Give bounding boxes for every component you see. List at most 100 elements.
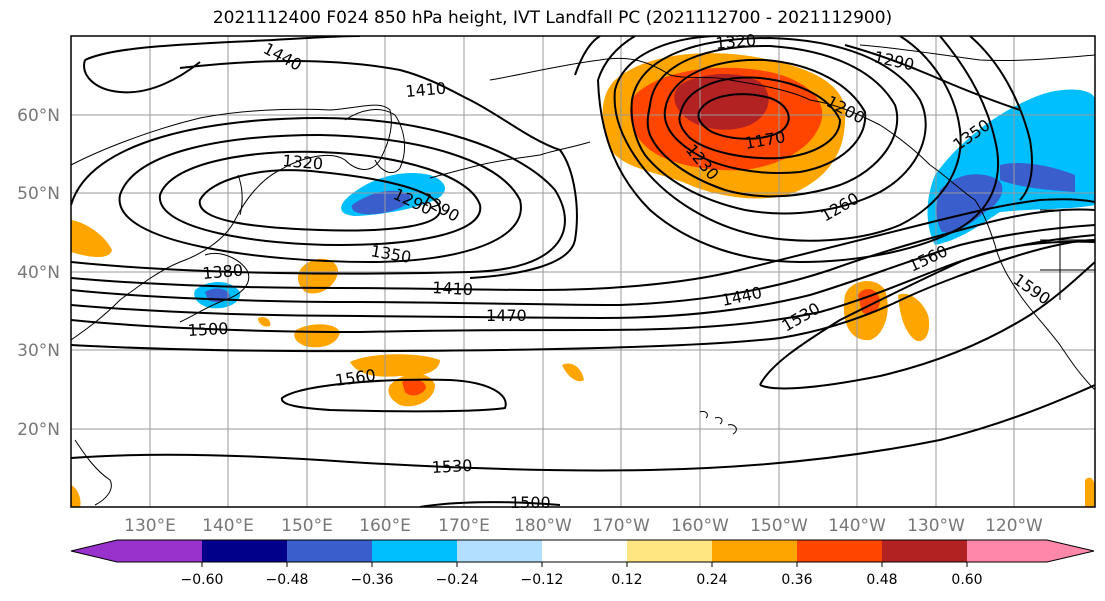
colorbar-bin	[457, 540, 542, 562]
contour-label: 1320	[715, 31, 757, 53]
map-title: 2021112400 F024 850 hPa height, IVT Land…	[212, 8, 893, 28]
lon-label: 140°W	[828, 516, 886, 536]
contour-1560-subtropic	[280, 378, 507, 413]
colorbar-outline	[70, 539, 1095, 563]
colorbar-tick-label: 0.12	[611, 572, 642, 588]
ivt-shading	[71, 53, 1095, 507]
colorbar-extend-max	[1047, 540, 1094, 562]
lat-label: 40°N	[17, 263, 60, 283]
contour-1200	[678, 76, 842, 160]
contour-1320-asia	[158, 150, 482, 247]
colorbar-tick-label: −0.24	[436, 572, 479, 588]
colorbar-tick-label: −0.12	[521, 572, 564, 588]
height-contours	[71, 36, 1095, 507]
colorbar-tick-label: 0.60	[951, 572, 982, 588]
colorbar-bin	[712, 540, 797, 562]
contour-1290-nbc	[844, 44, 1021, 111]
contour-1470-main	[71, 224, 1095, 320]
contour-1290-asia	[198, 169, 442, 232]
lon-label: 180°W	[514, 516, 572, 536]
ivt-positive-spot-9	[71, 220, 112, 257]
coast-canada-north	[859, 44, 1095, 62]
contour-1380-asia	[71, 116, 566, 275]
colorbar-bin	[882, 540, 967, 562]
coast-kamchatka	[344, 109, 406, 173]
contour-1530-subtropic	[71, 384, 1095, 472]
contour-label: 1530	[431, 456, 473, 477]
contour-1440-arctic	[83, 36, 361, 94]
coast-aleutians	[429, 141, 591, 179]
contour-1260	[646, 44, 899, 198]
contour-label: 1470	[486, 306, 527, 325]
colorbar-bin	[627, 540, 712, 562]
colorbar-bin	[287, 540, 372, 562]
colorbar-bin	[542, 540, 627, 562]
map-frame	[70, 35, 1096, 508]
colorbar-tick-label: 0.36	[781, 572, 812, 588]
contour-1350-asia	[118, 133, 522, 264]
colorbar-tick-label: −0.36	[351, 572, 394, 588]
ivt-negative-core-kuril	[351, 190, 411, 215]
colorbar-ticks	[201, 562, 968, 567]
lon-label: 170°W	[592, 516, 650, 536]
contour-1530-main	[71, 239, 1095, 353]
colorbar-tick-label: −0.60	[181, 572, 224, 588]
lat-label: 60°N	[17, 106, 60, 126]
contour-label: 1320	[282, 151, 324, 173]
colorbar: −0.60 −0.48 −0.36 −0.24 −0.12 0.12 0.24 …	[70, 539, 1095, 588]
contour-label: 1410	[432, 278, 474, 299]
colorbar-tick-label: 0.24	[696, 572, 727, 588]
colorbar-bin	[117, 540, 202, 562]
ivt-positive-spot-13	[71, 485, 81, 507]
coast-taiwan-philippines	[74, 439, 112, 506]
ivt-negative-band-bc	[1000, 163, 1075, 192]
coast-japan	[179, 253, 250, 323]
colorbar-bin	[202, 540, 287, 562]
colorbar-tick-label: 0.48	[866, 572, 897, 588]
contour-1500-main	[71, 234, 1095, 334]
latitude-labels: 60°N 50°N 40°N 30°N 20°N	[17, 106, 60, 440]
coastlines	[71, 44, 1095, 506]
ivt-positive-spot-3	[350, 354, 440, 377]
contour-1440-main	[71, 208, 1095, 307]
coast-hawaii	[699, 411, 737, 435]
lat-label: 50°N	[17, 184, 60, 204]
contour-label: 1500	[187, 319, 229, 340]
coast-asia	[71, 104, 392, 341]
lon-label: 120°W	[985, 516, 1043, 536]
contour-1500-south	[419, 501, 561, 507]
longitude-labels: 130°E 140°E 150°E 160°E 170°E 180°W 170°…	[124, 516, 1043, 536]
coast-alaska	[489, 57, 931, 166]
contour-1410-arctic	[179, 60, 578, 279]
colorbar-bin	[967, 540, 1047, 562]
contour-1290-gulf	[630, 36, 927, 215]
contour-1350-coast	[597, 36, 1000, 264]
lon-label: 160°W	[671, 516, 729, 536]
ivt-positive-spot-10	[562, 363, 584, 382]
graticule	[71, 36, 1095, 507]
lon-label: 150°W	[750, 516, 808, 536]
ivt-positive-spot-1	[297, 258, 338, 294]
contour-1380-coast	[574, 36, 1033, 201]
ivt-positive-spot-8	[898, 293, 930, 342]
ivt-positive-spot-12	[1085, 477, 1095, 507]
contour-1560-loop	[759, 240, 1095, 390]
contour-1230	[663, 58, 867, 175]
lat-label: 20°N	[17, 420, 60, 440]
contour-label: 1380	[202, 261, 244, 283]
colorbar-tick-label: −0.48	[266, 572, 309, 588]
ivt-positive-spot-5	[402, 379, 426, 396]
contour-label: 1410	[405, 79, 447, 101]
colorbar-bin	[372, 540, 457, 562]
coast-north-america	[929, 164, 1095, 391]
lon-label: 140°E	[202, 516, 254, 536]
lon-label: 150°E	[281, 516, 333, 536]
ivt-positive-spot-11	[258, 317, 271, 327]
contour-1410-main	[71, 198, 1095, 292]
lon-label: 130°E	[124, 516, 176, 536]
contour-1170	[697, 93, 790, 140]
ivt-negative-core-coast	[936, 174, 1003, 233]
coast-sakhalin	[237, 174, 243, 216]
contour-label: 1500	[510, 493, 551, 512]
